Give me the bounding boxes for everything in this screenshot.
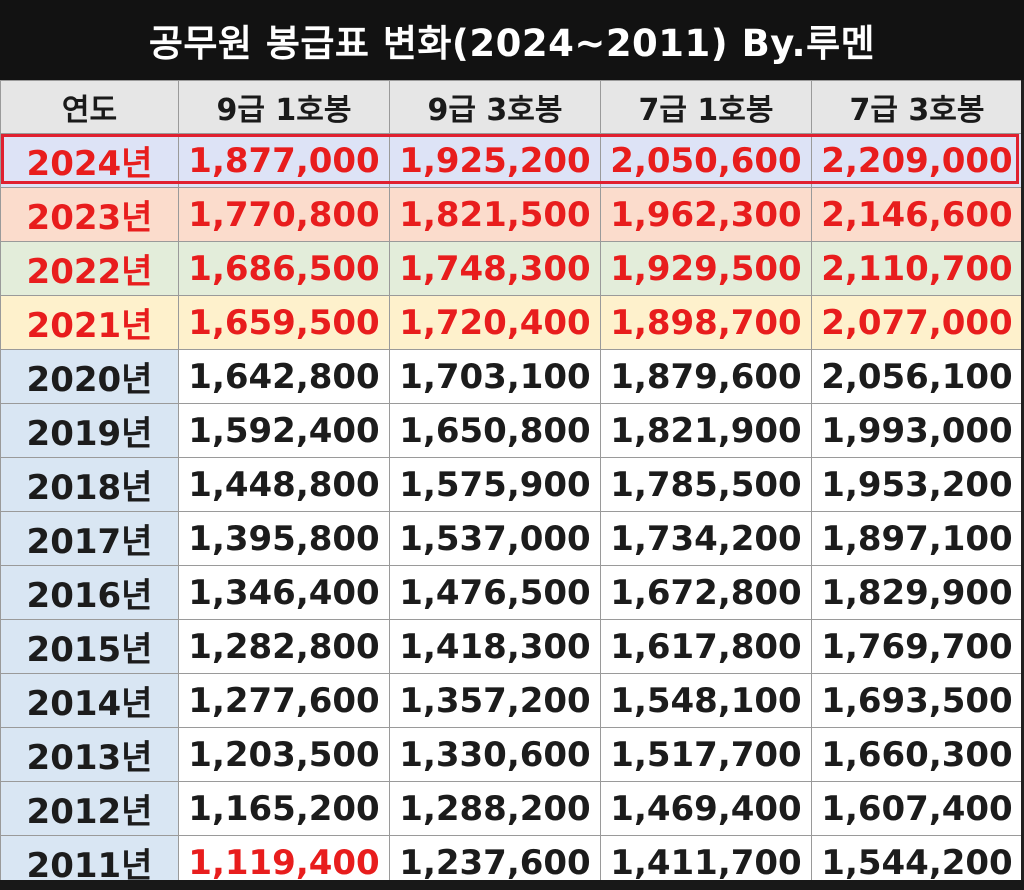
year-cell: 2023년: [0, 187, 179, 242]
header-row: 연도 9급 1호봉 9급 3호봉 7급 1호봉 7급 3호봉: [0, 80, 1023, 134]
grade7-step1-cell: 1,962,300: [600, 187, 812, 242]
grade7-step1-cell: 1,617,800: [600, 619, 812, 674]
table-row: 2021년 1,659,500 1,720,400 1,898,700 2,07…: [0, 295, 1023, 350]
table-row: 2024년 1,877,000 1,925,200 2,050,600 2,20…: [0, 133, 1023, 188]
salary-table: 연도 9급 1호봉 9급 3호봉 7급 1호봉 7급 3호봉 2024년 1,8…: [0, 80, 1023, 890]
year-cell: 2012년: [0, 781, 179, 836]
grade9-step1-cell: 1,770,800: [178, 187, 390, 242]
grade7-step1-cell: 1,548,100: [600, 673, 812, 728]
grade7-step1-cell: 2,050,600: [600, 133, 812, 188]
grade7-step1-cell: 1,672,800: [600, 565, 812, 620]
grade7-step3-cell: 1,693,500: [811, 673, 1023, 728]
grade7-step3-cell: 2,077,000: [811, 295, 1023, 350]
grade7-step3-cell: 2,209,000: [811, 133, 1023, 188]
grade9-step1-cell: 1,877,000: [178, 133, 390, 188]
table-row: 2013년 1,203,500 1,330,600 1,517,700 1,66…: [0, 727, 1023, 782]
header-grade7-step1: 7급 1호봉: [600, 80, 812, 134]
year-cell: 2019년: [0, 403, 179, 458]
grade7-step1-cell: 1,929,500: [600, 241, 812, 296]
grade9-step3-cell: 1,418,300: [389, 619, 601, 674]
year-cell: 2014년: [0, 673, 179, 728]
grade7-step3-cell: 1,897,100: [811, 511, 1023, 566]
page-title: 공무원 봉급표 변화(2024~2011) By.루멘: [0, 0, 1024, 80]
grade9-step1-cell: 1,686,500: [178, 241, 390, 296]
year-cell: 2024년: [0, 133, 179, 188]
grade7-step1-cell: 1,734,200: [600, 511, 812, 566]
grade9-step3-cell: 1,330,600: [389, 727, 601, 782]
grade9-step3-cell: 1,357,200: [389, 673, 601, 728]
header-grade9-step1: 9급 1호봉: [178, 80, 390, 134]
year-cell: 2022년: [0, 241, 179, 296]
grade7-step1-cell: 1,785,500: [600, 457, 812, 512]
table-row: 2015년 1,282,800 1,418,300 1,617,800 1,76…: [0, 619, 1023, 674]
grade9-step3-cell: 1,575,900: [389, 457, 601, 512]
table-row: 2020년 1,642,800 1,703,100 1,879,600 2,05…: [0, 349, 1023, 404]
grade7-step3-cell: 2,056,100: [811, 349, 1023, 404]
year-cell: 2013년: [0, 727, 179, 782]
grade7-step3-cell: 2,146,600: [811, 187, 1023, 242]
table-row: 2019년 1,592,400 1,650,800 1,821,900 1,99…: [0, 403, 1023, 458]
grade7-step1-cell: 1,898,700: [600, 295, 812, 350]
year-cell: 2018년: [0, 457, 179, 512]
grade9-step3-cell: 1,925,200: [389, 133, 601, 188]
grade9-step3-cell: 1,748,300: [389, 241, 601, 296]
grade9-step1-cell: 1,395,800: [178, 511, 390, 566]
grade7-step1-cell: 1,517,700: [600, 727, 812, 782]
grade7-step3-cell: 1,607,400: [811, 781, 1023, 836]
grade9-step1-cell: 1,659,500: [178, 295, 390, 350]
grade7-step3-cell: 1,829,900: [811, 565, 1023, 620]
grade7-step3-cell: 2,110,700: [811, 241, 1023, 296]
grade9-step1-cell: 1,277,600: [178, 673, 390, 728]
grade7-step1-cell: 1,821,900: [600, 403, 812, 458]
grade9-step3-cell: 1,720,400: [389, 295, 601, 350]
table-row: 2023년 1,770,800 1,821,500 1,962,300 2,14…: [0, 187, 1023, 242]
header-grade7-step3: 7급 3호봉: [811, 80, 1023, 134]
table-row: 2017년 1,395,800 1,537,000 1,734,200 1,89…: [0, 511, 1023, 566]
grade7-step1-cell: 1,879,600: [600, 349, 812, 404]
grade9-step3-cell: 1,650,800: [389, 403, 601, 458]
frame-edge: [1021, 80, 1024, 890]
grade7-step3-cell: 1,769,700: [811, 619, 1023, 674]
year-cell: 2021년: [0, 295, 179, 350]
table-row: 2016년 1,346,400 1,476,500 1,672,800 1,82…: [0, 565, 1023, 620]
frame-bottom: [0, 880, 1024, 890]
grade9-step3-cell: 1,821,500: [389, 187, 601, 242]
grade9-step1-cell: 1,282,800: [178, 619, 390, 674]
grade9-step1-cell: 1,592,400: [178, 403, 390, 458]
grade7-step3-cell: 1,953,200: [811, 457, 1023, 512]
table-row: 2014년 1,277,600 1,357,200 1,548,100 1,69…: [0, 673, 1023, 728]
grade9-step1-cell: 1,165,200: [178, 781, 390, 836]
grade7-step3-cell: 1,660,300: [811, 727, 1023, 782]
grade7-step1-cell: 1,469,400: [600, 781, 812, 836]
grade9-step3-cell: 1,476,500: [389, 565, 601, 620]
year-cell: 2017년: [0, 511, 179, 566]
grade9-step3-cell: 1,537,000: [389, 511, 601, 566]
year-cell: 2016년: [0, 565, 179, 620]
table-row: 2022년 1,686,500 1,748,300 1,929,500 2,11…: [0, 241, 1023, 296]
grade9-step1-cell: 1,642,800: [178, 349, 390, 404]
grade9-step1-cell: 1,448,800: [178, 457, 390, 512]
grade9-step1-cell: 1,346,400: [178, 565, 390, 620]
table-row: 2012년 1,165,200 1,288,200 1,469,400 1,60…: [0, 781, 1023, 836]
grade9-step3-cell: 1,288,200: [389, 781, 601, 836]
grade9-step3-cell: 1,703,100: [389, 349, 601, 404]
grade9-step1-cell: 1,203,500: [178, 727, 390, 782]
header-grade9-step3: 9급 3호봉: [389, 80, 601, 134]
year-cell: 2015년: [0, 619, 179, 674]
grade7-step3-cell: 1,993,000: [811, 403, 1023, 458]
year-cell: 2020년: [0, 349, 179, 404]
table-row: 2018년 1,448,800 1,575,900 1,785,500 1,95…: [0, 457, 1023, 512]
header-year: 연도: [0, 80, 179, 134]
